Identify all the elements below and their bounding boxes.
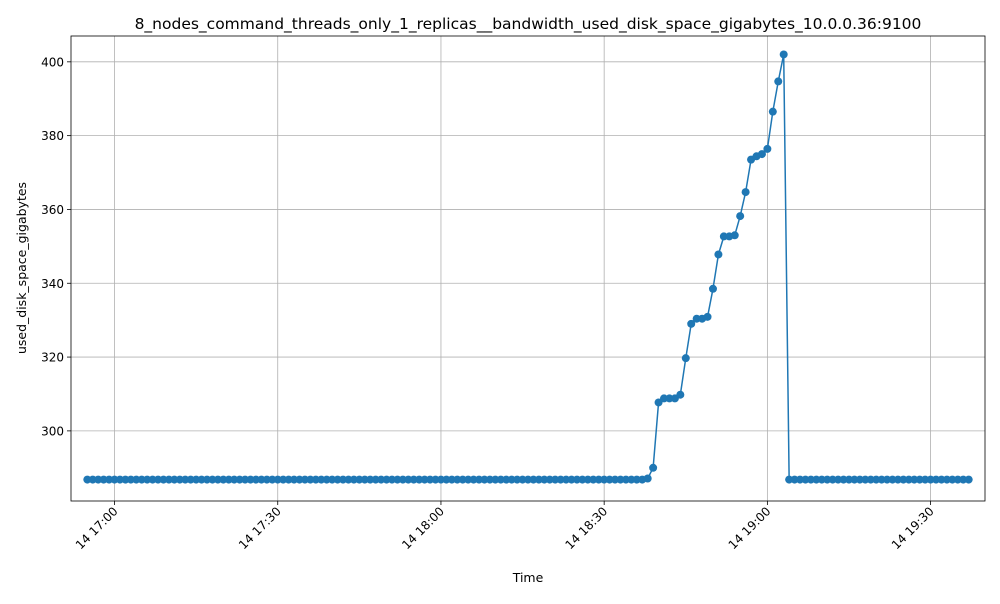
data-point (779, 50, 788, 59)
y-tick-label: 320 (41, 351, 64, 365)
y-tick-label: 340 (41, 277, 64, 291)
data-point (654, 398, 663, 407)
y-tick-label: 380 (41, 129, 64, 143)
x-axis-label: Time (512, 570, 544, 585)
grid (71, 36, 985, 501)
data-point (687, 319, 696, 328)
y-axis-ticks: 300 320 340 360 380 400 (41, 55, 71, 438)
plot-area (71, 36, 985, 501)
data-point (964, 475, 973, 484)
y-tick-label: 400 (41, 55, 64, 69)
data-point (649, 463, 658, 472)
data-point (714, 250, 723, 259)
y-tick-label: 360 (41, 203, 64, 217)
data-point (708, 284, 717, 293)
data-point (768, 107, 777, 116)
data-point (676, 390, 685, 399)
y-tick-label: 300 (41, 424, 64, 438)
data-point (774, 77, 783, 86)
y-axis-label: used_disk_space_gigabytes (14, 182, 29, 354)
data-point (736, 212, 745, 221)
chart-title: 8_nodes_command_threads_only_1_replicas_… (135, 15, 922, 34)
data-point (681, 354, 690, 363)
data-point (757, 150, 766, 159)
data-point (730, 231, 739, 240)
data-point (703, 312, 712, 321)
plot-frame (70, 35, 986, 502)
series-layer (83, 50, 973, 484)
data-point (643, 474, 652, 483)
data-point (741, 188, 750, 197)
data-point (763, 144, 772, 153)
